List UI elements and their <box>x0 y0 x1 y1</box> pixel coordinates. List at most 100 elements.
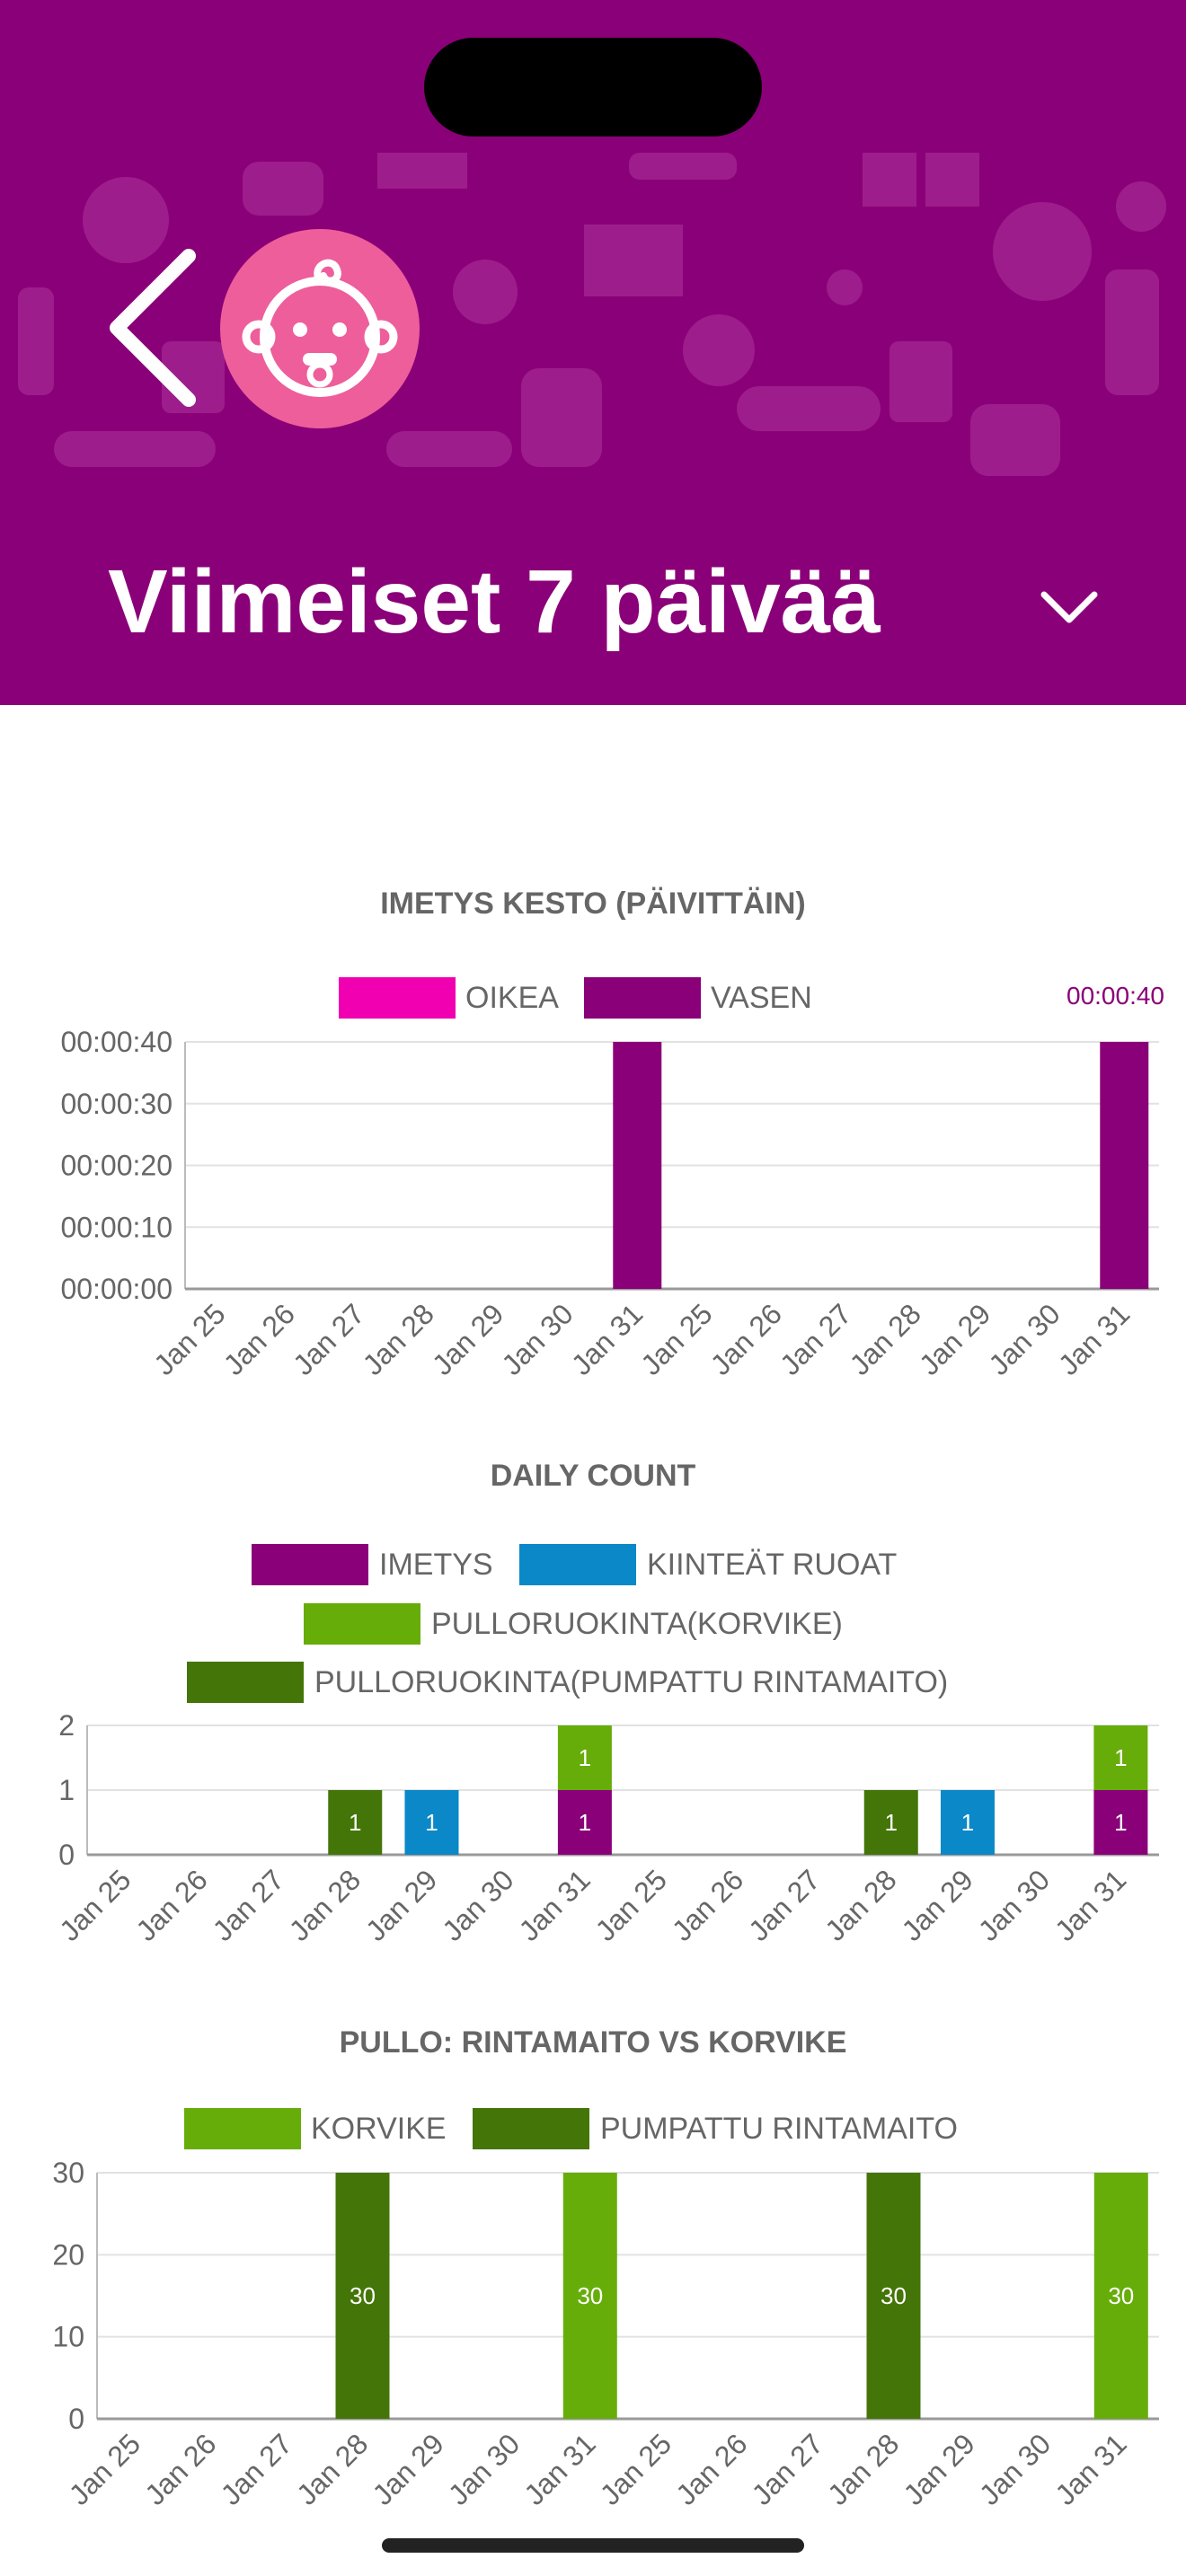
y-tick-label: 2 <box>58 1709 75 1742</box>
x-tick-label: Jan 25 <box>634 1297 718 1381</box>
legend-label-pumpattu: PUMPATTU RINTAMAITO <box>600 2112 958 2146</box>
x-tick-label: Jan 25 <box>63 2427 146 2510</box>
x-tick-label: Jan 26 <box>669 2427 753 2510</box>
bar <box>328 1790 383 1855</box>
y-tick-label: 00:00:00 <box>60 1273 173 1305</box>
bar <box>1093 1725 1148 1790</box>
x-tick-label: Jan 25 <box>147 1297 231 1381</box>
x-tick-label: Jan 25 <box>589 1863 673 1946</box>
bar-value-label: 1 <box>961 1809 974 1836</box>
x-tick-label: Jan 30 <box>973 2427 1057 2510</box>
legend-label-oikea: OIKEA <box>465 981 559 1015</box>
peak-value-label: 00:00:40 <box>1067 982 1164 1010</box>
baby-items-pattern <box>18 153 1166 476</box>
app-header: Viimeiset 7 päivää <box>0 0 1186 705</box>
x-tick-label: Jan 28 <box>844 1297 927 1381</box>
y-tick-label: 00:00:10 <box>60 1211 173 1243</box>
y-tick-label: 10 <box>52 2321 84 2353</box>
y-tick-label: 0 <box>58 1839 75 1871</box>
bar <box>613 1042 662 1289</box>
home-indicator[interactable] <box>382 2538 804 2553</box>
x-tick-label: Jan 30 <box>436 1863 519 1946</box>
x-tick-label: Jan 30 <box>972 1863 1056 1946</box>
x-tick-label: Jan 27 <box>207 1863 290 1946</box>
x-tick-label: Jan 31 <box>518 2427 601 2510</box>
legend-swatch-imetys <box>252 1544 368 1585</box>
x-tick-label: Jan 30 <box>495 1297 579 1381</box>
page-title: Viimeiset 7 päivää <box>108 551 881 652</box>
x-tick-label: Jan 27 <box>742 1863 826 1946</box>
chevron-down-icon[interactable] <box>1033 575 1105 638</box>
x-tick-label: Jan 25 <box>53 1863 137 1946</box>
x-tick-label: Jan 28 <box>819 1863 902 1946</box>
bar-value-label: 1 <box>349 1809 361 1836</box>
x-tick-label: Jan 27 <box>774 1297 857 1381</box>
bar <box>866 2173 921 2419</box>
bar-value-label: 30 <box>881 2282 907 2309</box>
y-tick-label: 20 <box>52 2238 84 2271</box>
pullo-chart: PULLO: RINTAMAITO VS KORVIKE KORVIKE PUM… <box>0 2015 1186 2536</box>
baby-avatar[interactable] <box>220 229 420 428</box>
bar-value-label: 1 <box>1114 1809 1127 1836</box>
imetys-chart-svg: 00:00:00 00:00:10 00:00:20 00:00:30 00:00:40… <box>60 1026 1159 1381</box>
y-tick-label: 30 <box>52 2157 84 2189</box>
bar-value-label: 1 <box>579 1809 591 1836</box>
bar-value-label: 1 <box>579 1744 591 1771</box>
x-tick-label: Jan 26 <box>129 1863 213 1946</box>
legend-swatch-kiinteat <box>519 1544 636 1585</box>
legend-label-korvike: KORVIKE <box>311 2112 447 2146</box>
baby-face-icon <box>242 259 398 397</box>
x-tick-label: Jan 28 <box>357 1297 440 1381</box>
bar <box>1093 2173 1148 2419</box>
bar-value-label: 1 <box>425 1809 438 1836</box>
legend-label-pumpattu: PULLORUOKINTA(PUMPATTU RINTAMAITO) <box>314 1665 949 1699</box>
x-tick-label: Jan 29 <box>896 1863 979 1946</box>
chart-title: DAILY COUNT <box>490 1459 696 1493</box>
x-tick-label: Jan 26 <box>666 1863 749 1946</box>
x-tick-label: Jan 29 <box>426 1297 509 1381</box>
bar <box>940 1790 995 1855</box>
x-tick-label: Jan 27 <box>215 2427 298 2510</box>
y-tick-label: 00:00:20 <box>60 1150 173 1182</box>
legend-swatch-oikea <box>339 977 456 1019</box>
y-tick-label: 0 <box>68 2403 84 2435</box>
bar-value-label: 1 <box>885 1809 898 1836</box>
x-tick-label: Jan 29 <box>366 2427 449 2510</box>
back-chevron-icon[interactable] <box>99 243 207 413</box>
y-tick-label: 00:00:30 <box>60 1088 173 1120</box>
camera-notch <box>424 38 762 137</box>
x-tick-label: Jan 25 <box>594 2427 677 2510</box>
bar <box>1093 1790 1148 1855</box>
legend-swatch-korvike <box>184 2108 301 2149</box>
bar <box>404 1790 459 1855</box>
bar <box>557 1790 612 1855</box>
bar <box>1100 1042 1149 1289</box>
x-tick-label: Jan 26 <box>704 1297 788 1381</box>
legend-swatch-pumpattu <box>187 1662 304 1703</box>
bar <box>557 1725 612 1790</box>
x-tick-label: Jan 29 <box>913 1297 996 1381</box>
x-tick-label: Jan 29 <box>897 2427 980 2510</box>
legend-swatch-pumpattu <box>473 2108 589 2149</box>
bar <box>863 1790 918 1855</box>
x-tick-label: Jan 31 <box>565 1297 649 1381</box>
bar-value-label: 30 <box>1108 2282 1134 2309</box>
legend-label-vasen: VASEN <box>711 981 812 1015</box>
x-tick-label: Jan 27 <box>287 1297 370 1381</box>
bar <box>562 2173 617 2419</box>
legend-swatch-vasen <box>584 977 701 1019</box>
bar <box>335 2173 390 2419</box>
x-tick-label: Jan 30 <box>982 1297 1066 1381</box>
chart-title: PULLO: RINTAMAITO VS KORVIKE <box>339 2025 847 2060</box>
x-tick-label: Jan 26 <box>217 1297 301 1381</box>
x-tick-label: Jan 31 <box>1049 1863 1132 1946</box>
x-tick-label: Jan 27 <box>746 2427 829 2510</box>
chart-title: IMETYS KESTO (PÄIVITTÄIN) <box>380 887 806 921</box>
x-tick-label: Jan 29 <box>359 1863 443 1946</box>
x-tick-label: Jan 26 <box>138 2427 222 2510</box>
bar-value-label: 1 <box>1114 1744 1127 1771</box>
x-tick-label: Jan 28 <box>290 2427 374 2510</box>
bar-value-label: 30 <box>350 2282 376 2309</box>
